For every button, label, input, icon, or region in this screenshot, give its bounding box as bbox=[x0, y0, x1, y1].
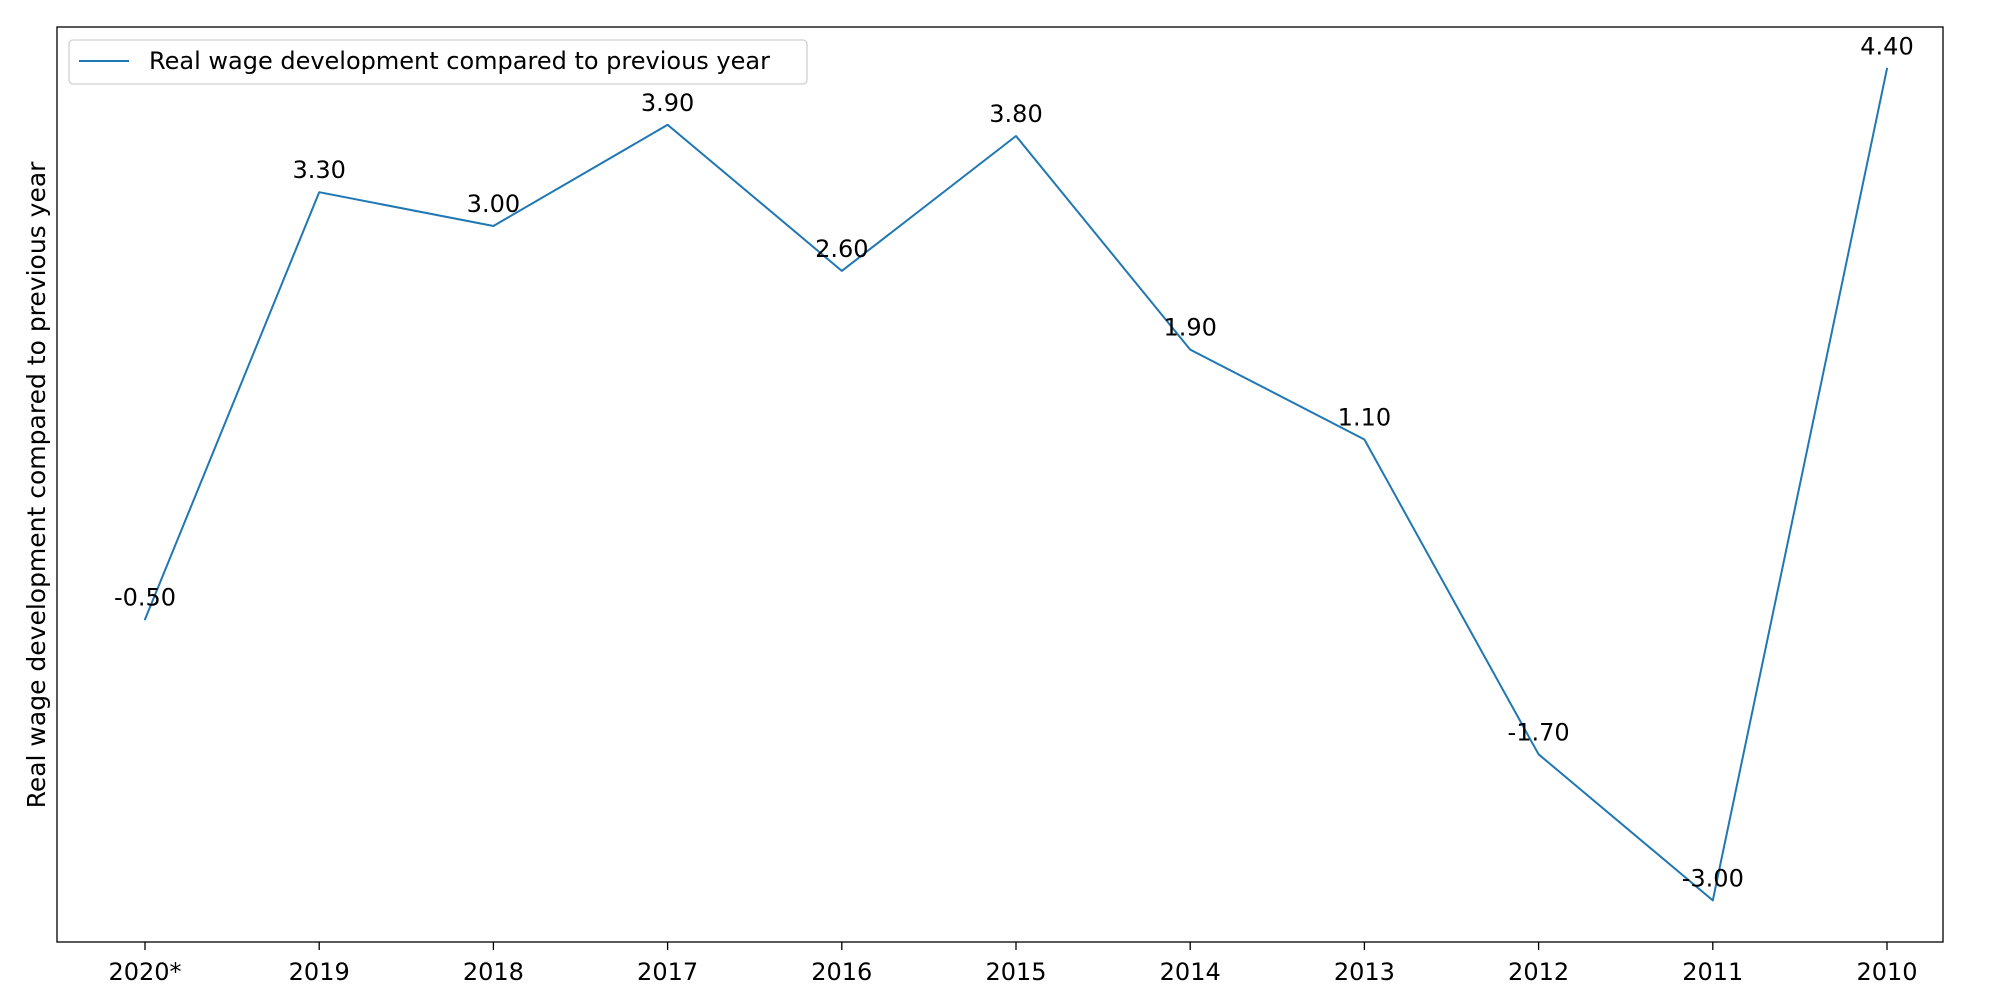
x-tick-label: 2015 bbox=[985, 958, 1046, 986]
legend: Real wage development compared to previo… bbox=[68, 39, 808, 85]
x-tick-label: 2018 bbox=[463, 958, 524, 986]
x-tick-label: 2017 bbox=[637, 958, 698, 986]
data-label: 3.80 bbox=[989, 100, 1042, 128]
x-tick-label: 2012 bbox=[1508, 958, 1569, 986]
plot-area-frame bbox=[56, 26, 1944, 943]
x-tick-label: 2013 bbox=[1334, 958, 1395, 986]
data-label: -1.70 bbox=[1508, 718, 1570, 746]
x-tick-label: 2014 bbox=[1160, 958, 1221, 986]
legend-box bbox=[68, 39, 808, 85]
x-tick-label: 2010 bbox=[1856, 958, 1917, 986]
data-label: -0.50 bbox=[114, 583, 176, 611]
legend-label: Real wage development compared to previo… bbox=[149, 47, 770, 75]
x-axis-tick-labels: 2020* 2019 2018 2017 2016 2015 2014 2013 2012 201… bbox=[108, 958, 1917, 986]
data-label: 3.00 bbox=[467, 190, 520, 218]
x-tick-label: 2016 bbox=[811, 958, 872, 986]
y-axis-label: Real wage development compared to previo… bbox=[22, 161, 51, 809]
x-tick-label: 2020* bbox=[108, 958, 181, 986]
data-label: 3.90 bbox=[641, 89, 694, 117]
data-label: 2.60 bbox=[815, 235, 868, 263]
series-line bbox=[144, 67, 1888, 902]
x-tick-label: 2019 bbox=[289, 958, 350, 986]
data-label: 4.40 bbox=[1860, 33, 1913, 61]
data-label: 1.90 bbox=[1163, 314, 1216, 342]
x-tick-label: 2011 bbox=[1682, 958, 1743, 986]
data-label: -3.00 bbox=[1682, 864, 1744, 892]
data-labels: -0.50 3.30 3.00 3.90 2.60 3.80 1.90 1.10 -1.70 -3… bbox=[114, 33, 1914, 893]
data-label: 3.30 bbox=[292, 156, 345, 184]
x-axis-ticks bbox=[144, 942, 1888, 950]
data-label: 1.10 bbox=[1338, 404, 1391, 432]
